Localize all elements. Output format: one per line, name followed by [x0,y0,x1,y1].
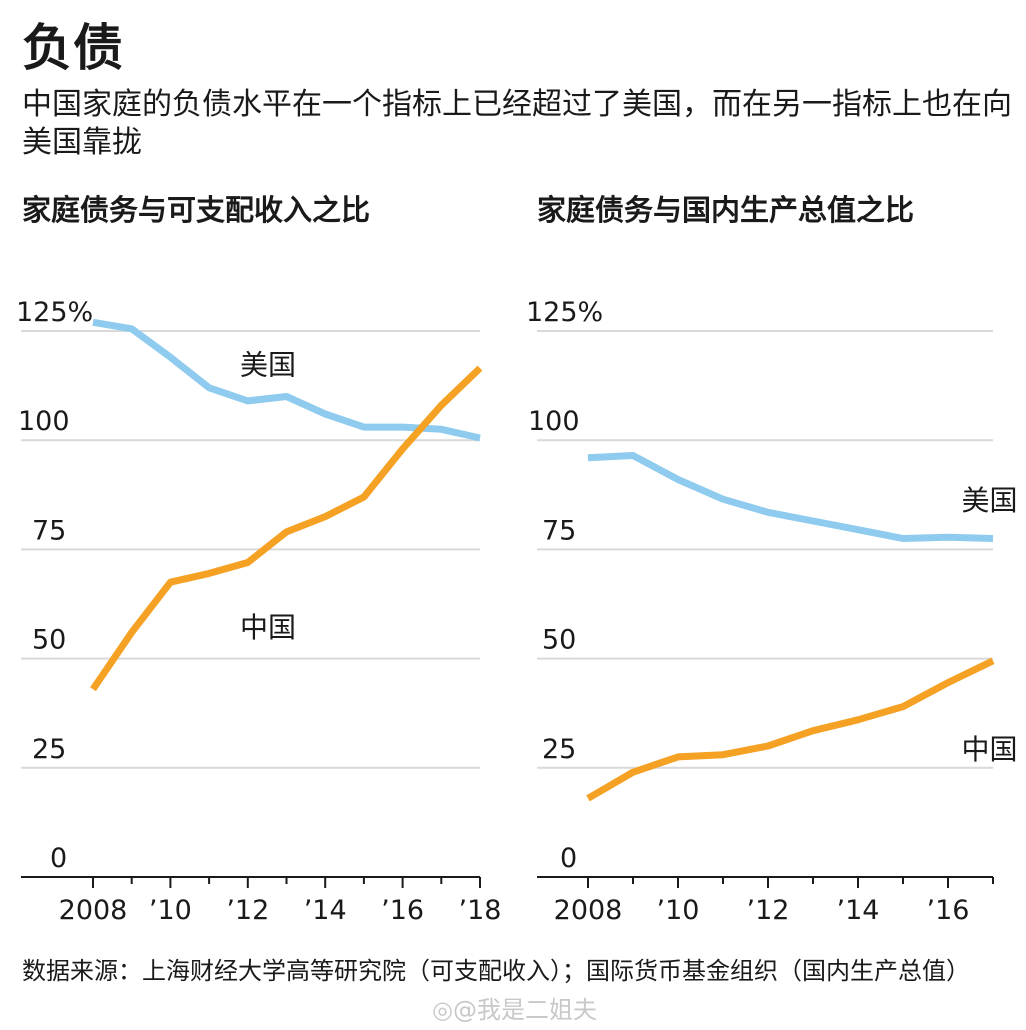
chart2-label-china: 中国 [962,733,1018,766]
chart2-x-tick-label: ’16 [927,895,970,926]
chart1-y-tick-label: 125% [16,297,93,328]
chart2-line-us [587,452,994,542]
left-panel-title: 家庭债务与可支配收入之比 [22,193,371,227]
chart1-x-tick-label: ’16 [381,895,424,926]
chart2-y-tick-label: 50 [542,625,576,656]
chart1-line-china [90,365,483,692]
chart2-y-tick-label: 25 [542,734,576,765]
chart-title: 负债 [22,19,124,77]
chart2-y-tick-label: 75 [542,515,576,546]
chart1-y-tick-label: 0 [50,843,67,874]
chart1-y-tick-label: 100 [18,406,70,437]
chart-subtitle: 中国家庭的负债水平在一个指标上已经超过了美国，而在另一指标上也在向美国靠拢 [22,87,1012,160]
chart2-x-tick-label: ’12 [747,895,790,926]
chart1-y-tick-label: 50 [32,625,66,656]
chart2-y-tick-label: 125% [526,297,603,328]
source-note: 数据来源：上海财经大学高等研究院（可支配收入）；国际货币基金组织（国内生产总值） [22,957,970,985]
chart2-line-china [586,657,995,802]
chart1-x-tick-label: 2008 [59,895,128,926]
chart1-x-tick-label: ’14 [304,895,347,926]
chart2-y-tick-label: 100 [528,406,580,437]
chart2-x-tick-label: 2008 [554,895,623,926]
chart1-x-tick-label: ’10 [149,895,192,926]
right-panel-title: 家庭债务与国内生产总值之比 [537,193,915,227]
chart2-y-tick-label: 0 [560,843,577,874]
chart1-x-tick-label: ’18 [459,895,502,926]
chart1-label-us: 美国 [240,349,296,382]
chart1-label-china: 中国 [240,611,296,644]
chart1-x-tick-label: ’12 [226,895,269,926]
chart2-x-tick-label: ’10 [657,895,700,926]
chart1-y-tick-label: 75 [32,515,66,546]
chart1-y-tick-label: 25 [32,734,66,765]
chart1-line-us [92,318,481,442]
chart2-x-tick-label: ’14 [837,895,880,926]
watermark: ◎@我是二姐夫 [432,996,597,1024]
chart2-label-us: 美国 [962,484,1018,517]
